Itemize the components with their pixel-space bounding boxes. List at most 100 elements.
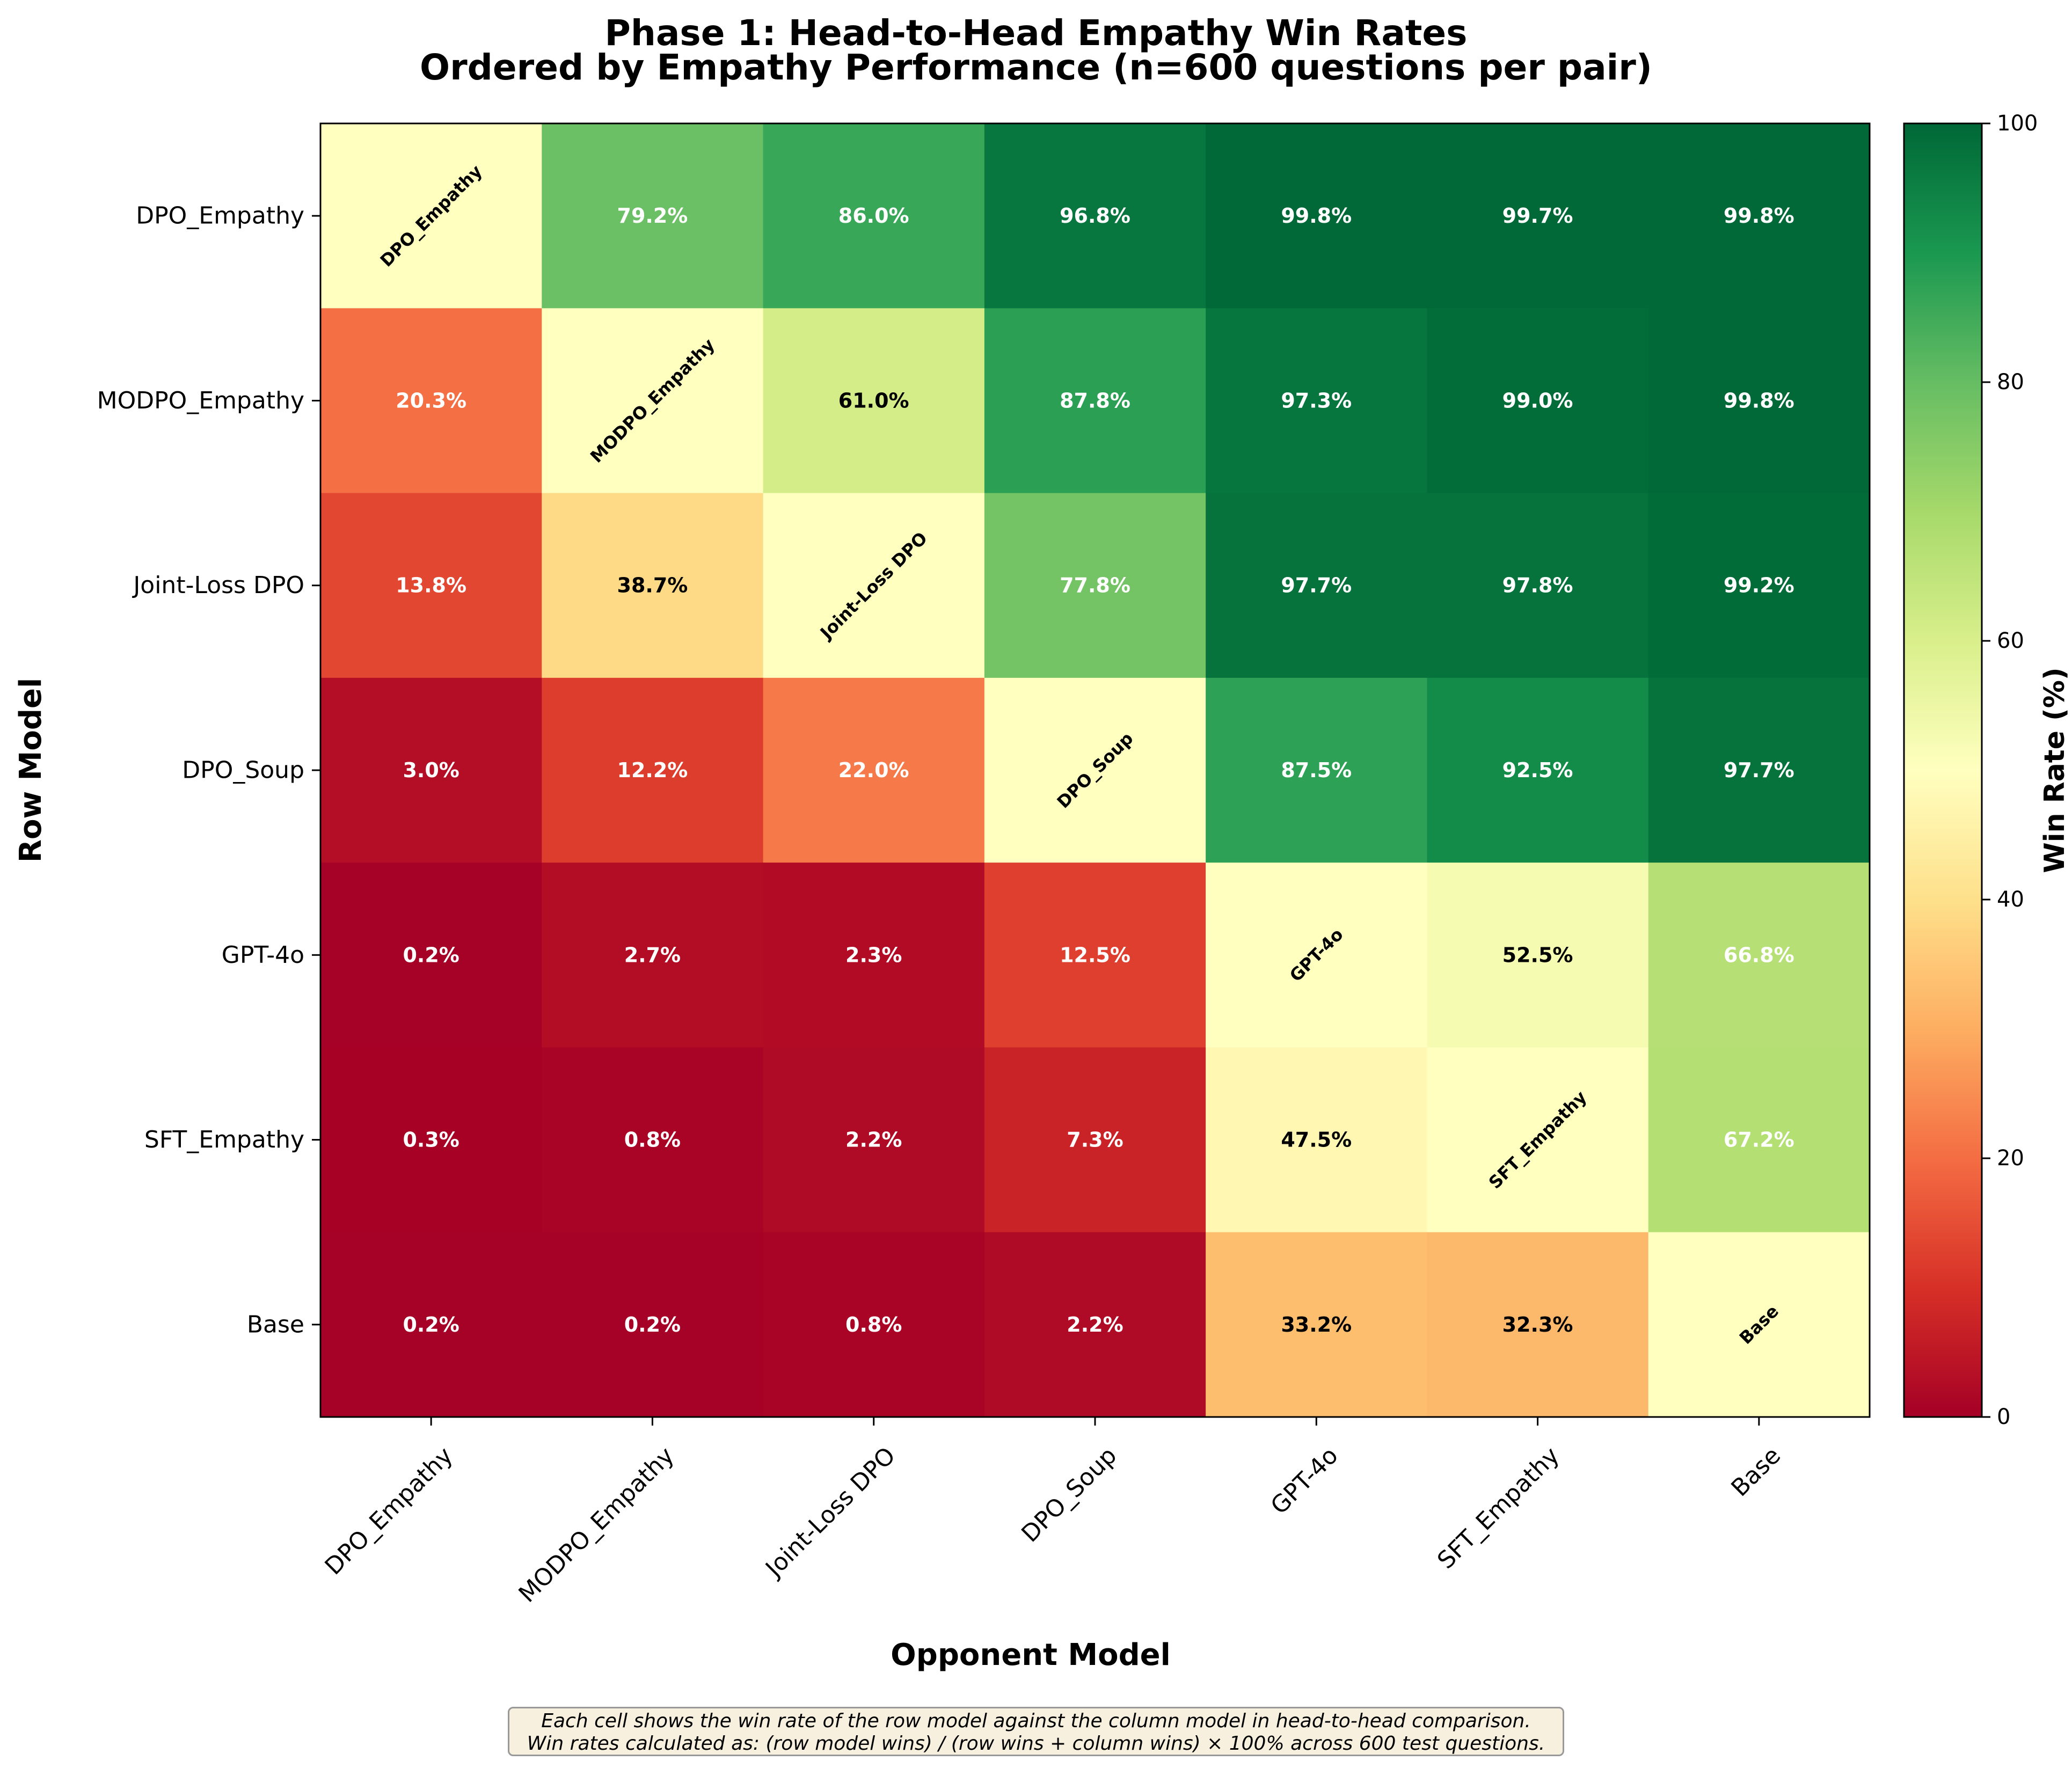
heatmap-cell <box>320 1232 542 1418</box>
heatmap-cell <box>1648 1047 1870 1233</box>
heatmap-cell <box>763 123 985 309</box>
column-tick-label: MODPO_Empathy <box>514 1442 680 1608</box>
heatmap-cell <box>542 863 764 1048</box>
colorbar-tick-label: 60 <box>1997 629 2024 653</box>
column-tick-label: DPO_Soup <box>1016 1442 1122 1547</box>
row-tick-label: DPO_Empathy <box>136 202 304 230</box>
heatmap-cell <box>1427 863 1649 1048</box>
heatmap-cell <box>763 677 985 863</box>
cell-value-label: 97.3% <box>1281 389 1352 412</box>
heatmap-cell <box>320 1047 542 1233</box>
footnote-box: Each cell shows the win rate of the row … <box>508 1707 1564 1756</box>
heatmap-cell <box>1206 308 1428 494</box>
cell-value-label: 99.8% <box>1724 204 1794 228</box>
cell-value-label: 99.8% <box>1724 389 1794 412</box>
heatmap-cell <box>1206 863 1428 1048</box>
heatmap-cell <box>984 1232 1206 1418</box>
cell-value-label: 13.8% <box>396 574 466 597</box>
heatmap-cell <box>1427 1232 1649 1418</box>
cell-value-label: 97.7% <box>1281 574 1352 597</box>
cell-value-label: 87.5% <box>1281 758 1352 782</box>
cell-value-label: 12.2% <box>617 758 688 782</box>
cell-value-label: 12.5% <box>1060 943 1130 967</box>
heatmap-cell <box>320 123 542 309</box>
cell-value-label: 32.3% <box>1502 1313 1573 1336</box>
cell-value-label: 97.7% <box>1724 758 1794 782</box>
cell-value-label: 79.2% <box>617 204 688 228</box>
column-tick-label: SFT_Empathy <box>1432 1442 1565 1574</box>
heatmap-cell <box>763 863 985 1048</box>
heatmap-cell <box>1648 493 1870 678</box>
heatmap-cell <box>542 123 764 309</box>
row-tick-label: Joint-Loss DPO <box>132 572 304 599</box>
colorbar-tick-label: 0 <box>1997 1405 2010 1429</box>
cell-value-label: 97.8% <box>1502 574 1573 597</box>
heatmap-cell <box>542 677 764 863</box>
cell-value-label: 2.3% <box>845 943 902 967</box>
heatmap-cell <box>1648 123 1870 309</box>
cell-value-label: 3.0% <box>403 758 459 782</box>
row-tick-label: GPT-4o <box>222 941 304 969</box>
chart-title: Phase 1: Head-to-Head Empathy Win Rates <box>604 12 1468 54</box>
cell-value-label: 22.0% <box>838 758 909 782</box>
cell-value-label: 38.7% <box>617 574 688 597</box>
colorbar <box>1903 122 1983 1418</box>
column-tick-label: Base <box>1726 1442 1786 1502</box>
cell-value-label: 0.8% <box>845 1313 902 1336</box>
heatmap-cell <box>1648 863 1870 1048</box>
x-axis-label: Opponent Model <box>891 1638 1171 1672</box>
heatmap-cell <box>1427 677 1649 863</box>
cell-value-label: 52.5% <box>1502 943 1573 967</box>
cell-value-label: 99.7% <box>1502 204 1573 228</box>
cell-value-label: 0.8% <box>624 1128 681 1152</box>
heatmap-cell <box>320 863 542 1048</box>
heatmap-cell <box>984 1047 1206 1233</box>
heatmap-cell <box>1648 1232 1870 1418</box>
heatmap-cell <box>1206 1047 1428 1233</box>
cell-value-label: 87.8% <box>1060 389 1130 412</box>
cell-value-label: 92.5% <box>1502 758 1573 782</box>
heatmap-cell <box>984 308 1206 494</box>
heatmap-cell <box>984 493 1206 678</box>
cell-value-label: 0.2% <box>403 1313 459 1336</box>
cell-value-label: 2.7% <box>624 943 681 967</box>
cell-value-label: 0.2% <box>403 943 459 967</box>
colorbar-tick-label: 20 <box>1997 1146 2024 1171</box>
row-tick-label: SFT_Empathy <box>144 1126 304 1153</box>
colorbar-tick-label: 100 <box>1997 111 2038 136</box>
heatmap-cell <box>320 677 542 863</box>
heatmap-cell <box>542 493 764 678</box>
row-tick-label: Base <box>247 1311 304 1338</box>
cell-value-label: 47.5% <box>1281 1128 1352 1152</box>
heatmap-cell <box>763 1232 985 1418</box>
footnote-line-1: Each cell shows the win rate of the row … <box>541 1710 1531 1732</box>
heatmap-cell <box>1427 493 1649 678</box>
heatmap-cell <box>1206 677 1428 863</box>
heatmap-cell <box>984 677 1206 863</box>
heatmap-cell <box>763 1047 985 1233</box>
column-axis: DPO_Empathy MODPO_Empathy Joint-Loss DPO DP… <box>320 1417 1786 1608</box>
column-tick-label: DPO_Empathy <box>320 1442 458 1580</box>
cell-value-label: 99.8% <box>1281 204 1352 228</box>
heatmap-cell <box>1427 123 1649 309</box>
heatmap-cell <box>763 308 985 494</box>
footnote-line-2: Win rates calculated as: (row model wins… <box>527 1733 1545 1755</box>
cell-value-label: 2.2% <box>845 1128 902 1152</box>
heatmap-cell <box>1427 1047 1649 1233</box>
cell-value-label: 66.8% <box>1724 943 1794 967</box>
cell-value-label: 0.2% <box>624 1313 681 1336</box>
heatmap-cell <box>984 863 1206 1048</box>
heatmap-cells <box>320 123 1870 1418</box>
cell-value-label: 7.3% <box>1067 1128 1123 1152</box>
heatmap-cell <box>320 493 542 678</box>
cell-value-label: 67.2% <box>1724 1128 1794 1152</box>
column-tick-label: Joint-Loss DPO <box>760 1442 901 1583</box>
row-axis: DPO_Empathy MODPO_Empathy Joint-Loss DPO DP… <box>97 202 320 1338</box>
cell-value-label: 77.8% <box>1060 574 1130 597</box>
cell-value-label: 0.3% <box>403 1128 459 1152</box>
heatmap-cell <box>320 308 542 494</box>
colorbar-axis: 0 20 40 60 80 100 <box>1982 111 2038 1429</box>
cell-value-label: 86.0% <box>838 204 909 228</box>
cell-value-label: 99.2% <box>1724 574 1794 597</box>
